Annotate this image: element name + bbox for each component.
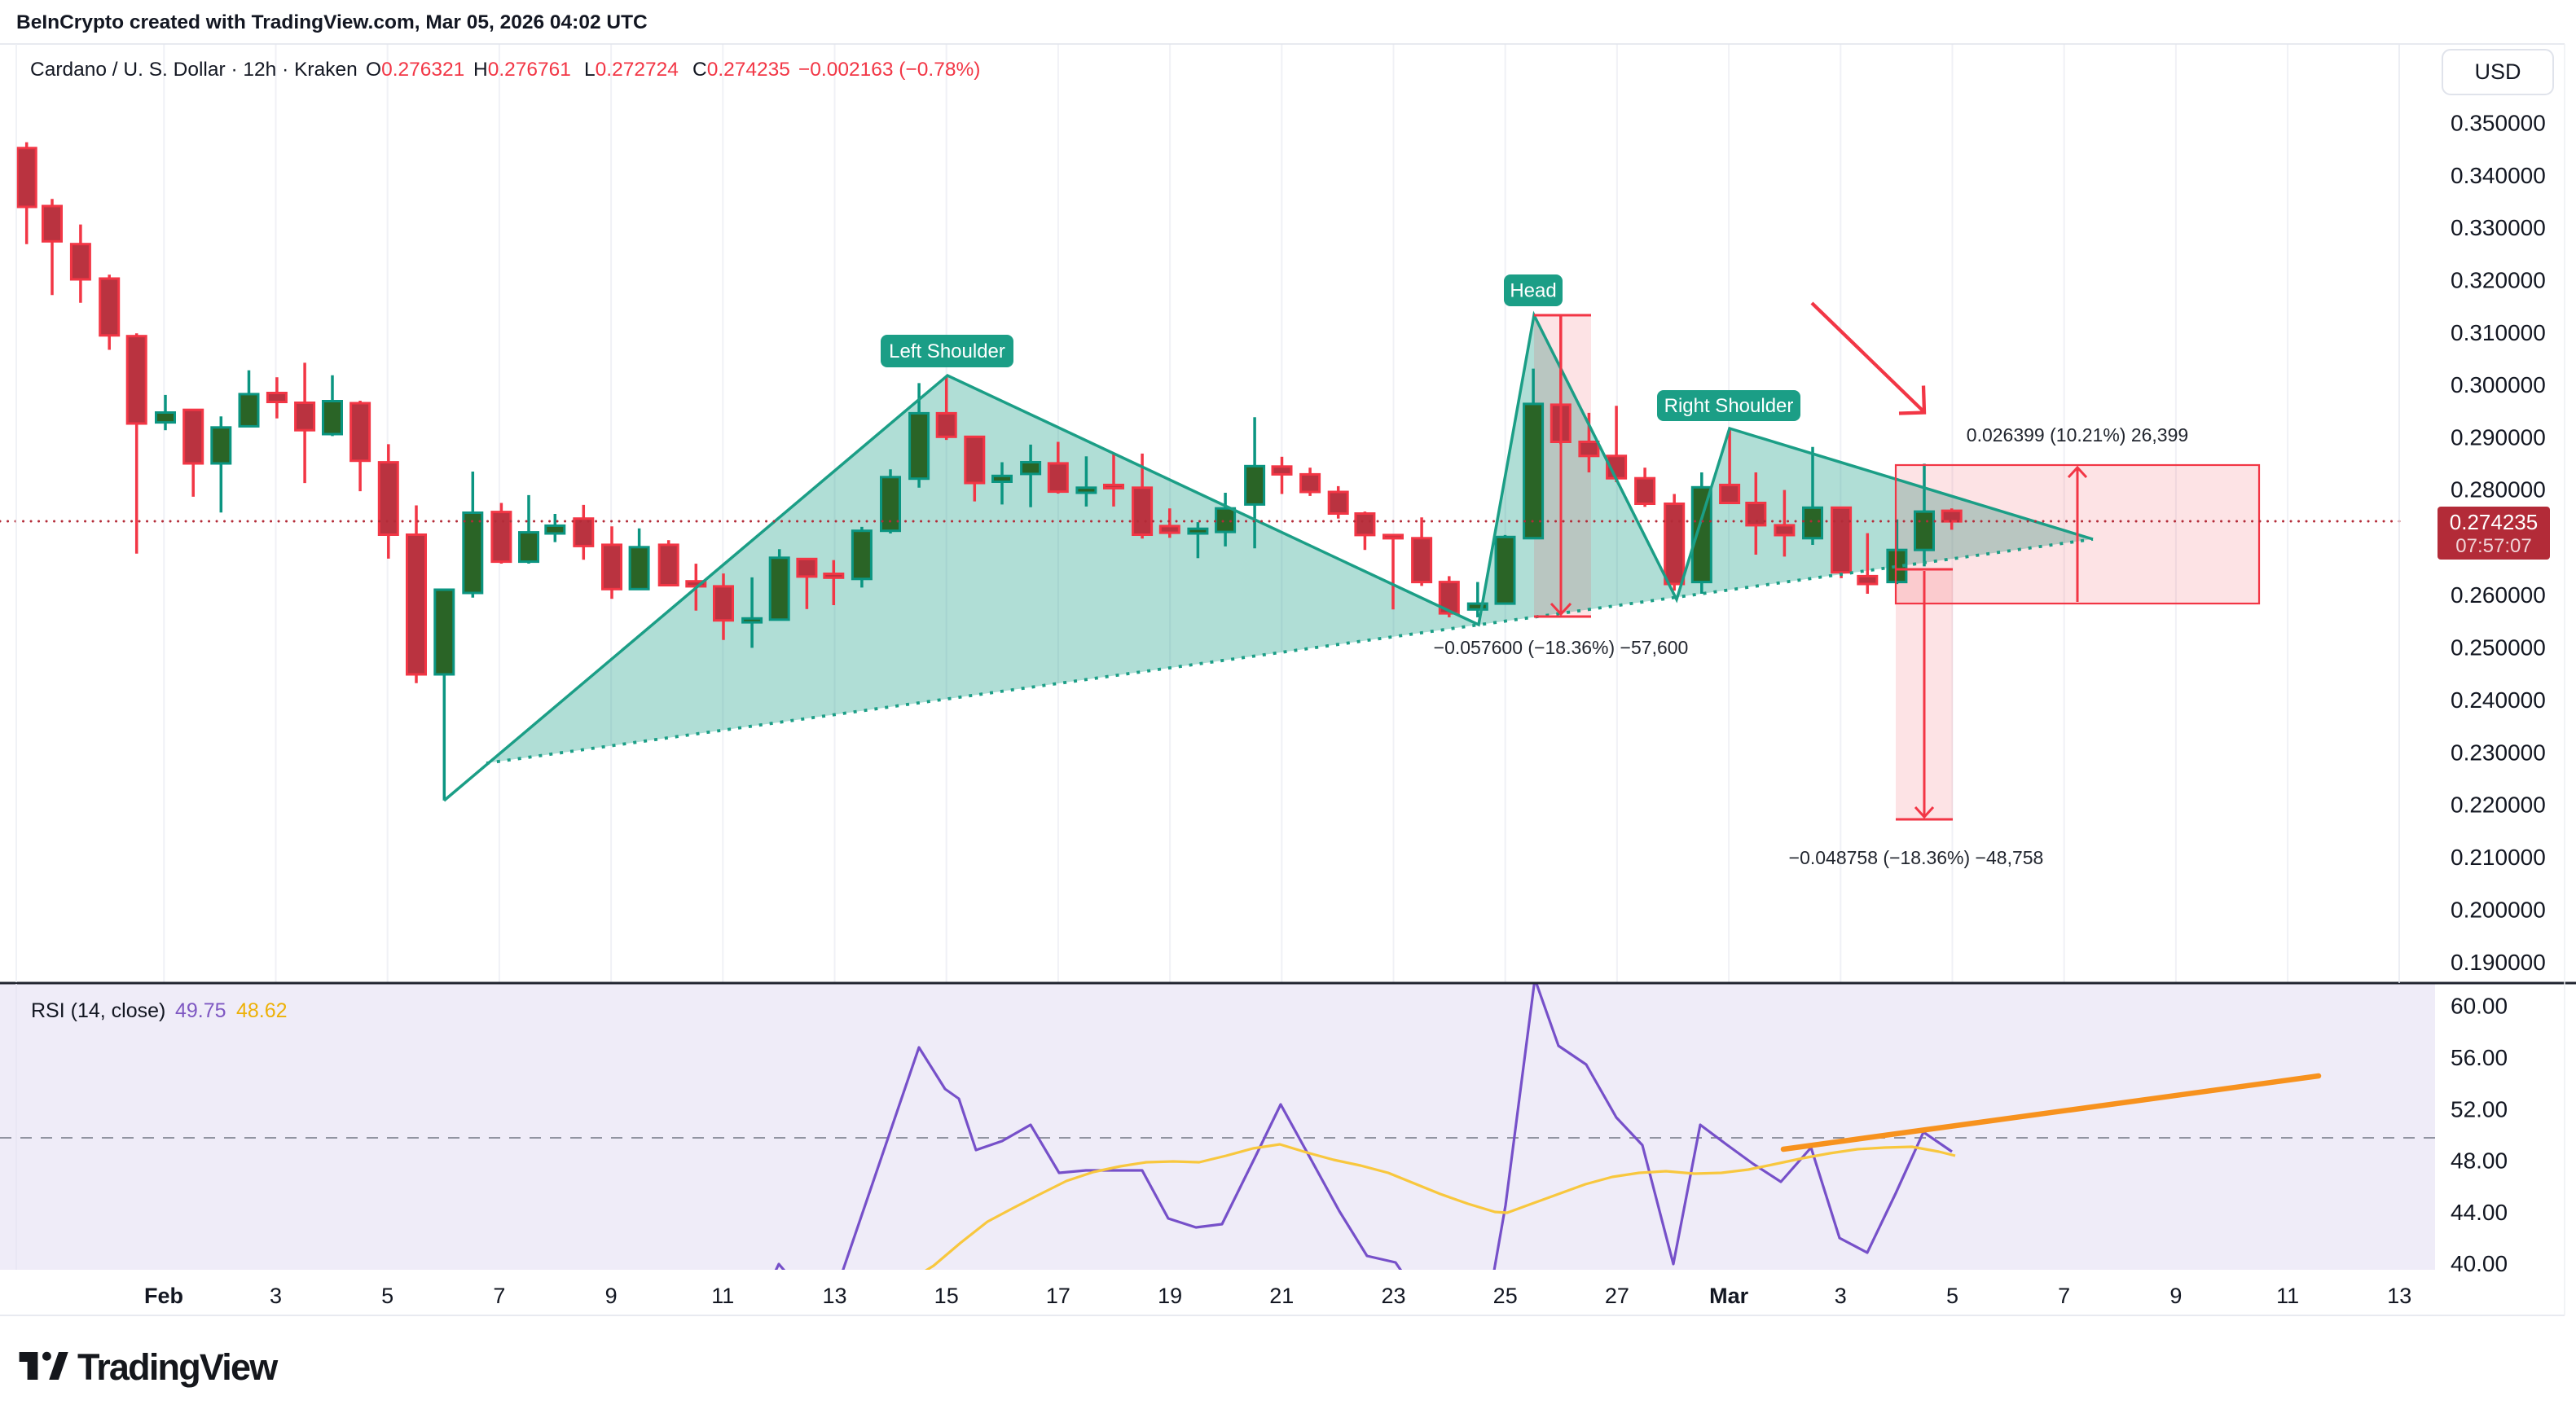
svg-text:0.240000: 0.240000 (2451, 687, 2546, 713)
svg-text:−0.057600 (−18.36%) −57,600: −0.057600 (−18.36%) −57,600 (1434, 637, 1689, 658)
svg-text:0.210000: 0.210000 (2451, 845, 2546, 870)
svg-text:9: 9 (2169, 1284, 2182, 1308)
svg-text:0.026399 (10.21%) 26,399: 0.026399 (10.21%) 26,399 (1967, 424, 2188, 446)
svg-text:21: 21 (1269, 1284, 1294, 1308)
svg-text:11: 11 (711, 1284, 734, 1308)
svg-text:48.62: 48.62 (236, 999, 288, 1022)
svg-text:56.00: 56.00 (2451, 1045, 2508, 1070)
svg-text:TradingView: TradingView (77, 1346, 279, 1388)
svg-text:Cardano / U. S. Dollar · 12h ·: Cardano / U. S. Dollar · 12h · Kraken O0.… (30, 59, 980, 81)
svg-text:0.350000: 0.350000 (2451, 111, 2546, 136)
svg-text:USD: USD (2474, 59, 2521, 84)
svg-text:0.300000: 0.300000 (2451, 372, 2546, 397)
svg-text:Feb: Feb (144, 1284, 183, 1308)
svg-text:0.260000: 0.260000 (2451, 582, 2546, 608)
svg-text:13: 13 (822, 1284, 846, 1308)
svg-text:RSI (14, close): RSI (14, close) (31, 999, 165, 1022)
svg-text:Right Shoulder: Right Shoulder (1664, 395, 1794, 417)
svg-text:9: 9 (605, 1284, 618, 1308)
svg-text:7: 7 (2058, 1284, 2070, 1308)
svg-text:44.00: 44.00 (2451, 1200, 2508, 1225)
svg-text:11: 11 (2276, 1284, 2299, 1308)
svg-text:27: 27 (1605, 1284, 1629, 1308)
svg-text:48.00: 48.00 (2451, 1148, 2508, 1174)
svg-text:5: 5 (1946, 1284, 1958, 1308)
svg-text:0.274235: 0.274235 (2450, 510, 2538, 534)
svg-text:0.230000: 0.230000 (2451, 740, 2546, 765)
svg-text:3: 3 (1835, 1284, 1847, 1308)
svg-text:0.290000: 0.290000 (2451, 424, 2546, 450)
svg-text:19: 19 (1158, 1284, 1182, 1308)
svg-text:Left Shoulder: Left Shoulder (889, 340, 1005, 362)
svg-text:5: 5 (381, 1284, 393, 1308)
svg-text:BeInCrypto created with Tradin: BeInCrypto created with TradingView.com,… (16, 11, 648, 33)
svg-text:07:57:07: 07:57:07 (2455, 535, 2531, 557)
svg-text:17: 17 (1046, 1284, 1070, 1308)
svg-text:23: 23 (1381, 1284, 1405, 1308)
svg-text:Head: Head (1510, 280, 1556, 302)
svg-text:7: 7 (493, 1284, 505, 1308)
svg-text:0.320000: 0.320000 (2451, 268, 2546, 293)
svg-text:0.330000: 0.330000 (2451, 215, 2546, 240)
svg-text:0.280000: 0.280000 (2451, 477, 2546, 503)
svg-text:0.250000: 0.250000 (2451, 635, 2546, 661)
svg-text:0.190000: 0.190000 (2451, 950, 2546, 975)
svg-text:−0.048758 (−18.36%) −48,758: −0.048758 (−18.36%) −48,758 (1789, 847, 2044, 868)
svg-text:49.75: 49.75 (175, 999, 226, 1022)
svg-text:Mar: Mar (1709, 1284, 1749, 1308)
svg-text:0.310000: 0.310000 (2451, 320, 2546, 345)
svg-text:0.340000: 0.340000 (2451, 163, 2546, 188)
svg-text:25: 25 (1493, 1284, 1518, 1308)
svg-text:0.220000: 0.220000 (2451, 792, 2546, 818)
svg-text:52.00: 52.00 (2451, 1096, 2508, 1122)
svg-text:13: 13 (2387, 1284, 2411, 1308)
svg-text:3: 3 (270, 1284, 282, 1308)
svg-text:40.00: 40.00 (2451, 1251, 2508, 1276)
svg-text:15: 15 (934, 1284, 959, 1308)
svg-text:60.00: 60.00 (2451, 994, 2508, 1019)
svg-text:0.200000: 0.200000 (2451, 898, 2546, 923)
